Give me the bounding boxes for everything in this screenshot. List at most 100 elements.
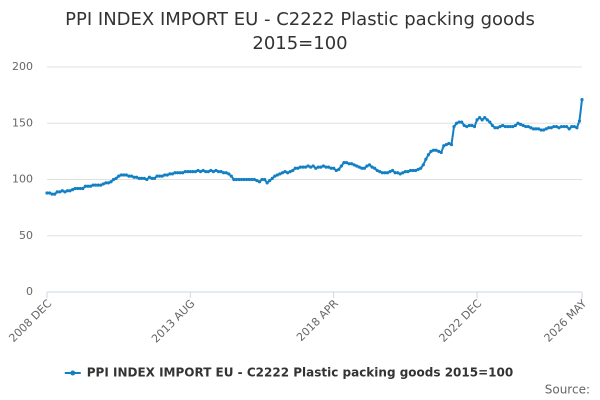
- point: [303, 165, 308, 169]
- point: [278, 172, 282, 176]
- point: [501, 123, 505, 128]
- point: [380, 171, 384, 175]
- point: [109, 180, 113, 184]
- point: [286, 171, 290, 175]
- point: [534, 127, 538, 131]
- point: [388, 170, 392, 174]
- chart-title: PPI INDEX IMPORT EU - C2222 Plastic pack…: [65, 9, 535, 54]
- point: [53, 192, 57, 196]
- point: [536, 127, 541, 131]
- point: [65, 189, 70, 193]
- point: [175, 171, 180, 175]
- point: [498, 125, 502, 129]
- point: [454, 121, 459, 125]
- point: [403, 170, 407, 174]
- point: [478, 116, 482, 120]
- point: [262, 177, 267, 182]
- point: [104, 181, 108, 185]
- point: [518, 122, 523, 126]
- point: [393, 171, 397, 175]
- point: [557, 126, 561, 130]
- point: [375, 168, 379, 173]
- point: [219, 170, 223, 174]
- x-tick-label: 2022 DEC: [436, 297, 484, 345]
- point: [373, 166, 377, 170]
- point: [503, 125, 507, 129]
- point: [134, 175, 139, 179]
- point: [337, 167, 341, 171]
- point: [242, 177, 246, 182]
- point: [275, 173, 279, 177]
- point: [506, 125, 510, 129]
- point: [316, 165, 320, 169]
- point: [137, 176, 141, 180]
- point: [232, 177, 236, 182]
- point: [245, 177, 249, 182]
- point: [47, 191, 52, 195]
- point: [186, 170, 190, 174]
- point: [406, 170, 410, 174]
- point: [531, 127, 535, 131]
- point: [437, 149, 441, 153]
- point: [493, 126, 497, 130]
- point: [324, 165, 328, 169]
- point: [326, 165, 331, 169]
- point: [554, 125, 559, 129]
- point: [526, 125, 530, 129]
- point: [160, 174, 164, 178]
- point: [332, 166, 336, 170]
- point: [280, 171, 285, 175]
- point: [99, 183, 103, 187]
- point: [483, 116, 487, 120]
- point: [204, 170, 208, 174]
- point: [273, 174, 277, 178]
- point: [106, 181, 111, 185]
- legend-marker: [70, 370, 76, 376]
- point: [91, 183, 95, 187]
- point: [488, 120, 492, 124]
- point: [549, 126, 553, 130]
- x-tick-label: 2026 MAY: [542, 297, 590, 345]
- point: [431, 148, 436, 152]
- point: [306, 164, 310, 168]
- point: [439, 150, 443, 155]
- point: [396, 171, 400, 175]
- point: [544, 127, 548, 131]
- point: [565, 125, 569, 129]
- point: [524, 125, 528, 129]
- point: [165, 173, 169, 177]
- point: [214, 168, 218, 173]
- point: [227, 172, 231, 176]
- point: [521, 123, 525, 128]
- point: [83, 184, 87, 188]
- point: [155, 174, 159, 178]
- point: [293, 166, 297, 170]
- point: [480, 118, 484, 122]
- point: [237, 177, 241, 182]
- point: [319, 165, 323, 169]
- point: [385, 171, 390, 175]
- point: [572, 125, 576, 129]
- point: [50, 192, 54, 196]
- point: [124, 173, 128, 177]
- point: [452, 125, 456, 129]
- point: [132, 175, 136, 179]
- point: [206, 170, 210, 174]
- point: [449, 143, 454, 147]
- point: [390, 168, 395, 173]
- point: [365, 164, 369, 168]
- point: [117, 174, 121, 178]
- point: [513, 123, 518, 128]
- point: [60, 189, 64, 193]
- point: [168, 172, 172, 176]
- point: [145, 177, 149, 182]
- point: [288, 170, 292, 174]
- point: [63, 190, 67, 194]
- point: [81, 186, 85, 191]
- point: [352, 163, 356, 167]
- point: [552, 125, 556, 129]
- point: [562, 125, 566, 129]
- point: [222, 171, 226, 175]
- point: [508, 125, 512, 129]
